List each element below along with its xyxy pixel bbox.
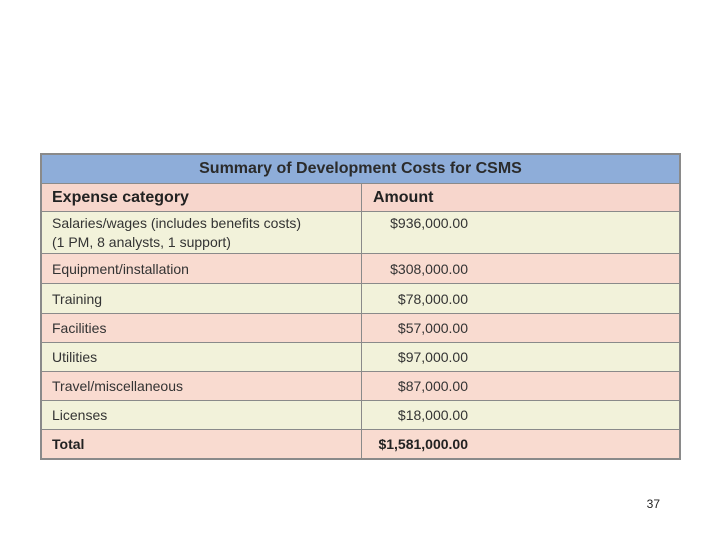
row-amount-value: $57,000.00 [397,320,468,336]
row-amount: $87,000.00 [361,371,680,401]
row-amount-value: $78,000.00 [397,290,468,307]
table-row: Facilities $57,000.00 [41,313,680,343]
header-amount: Amount [361,183,680,212]
row-amount-value: $87,000.00 [397,378,468,394]
row-amount: $308,000.00 [361,253,680,284]
row-amount-value: $97,000.00 [397,349,468,365]
row-amount: $936,000.00 [361,211,680,254]
total-row: Total $1,581,000.00 [41,429,680,459]
table-row: Training $78,000.00 [41,283,680,314]
header-expense-category: Expense category [41,183,362,212]
row-category: Travel/miscellaneous [41,371,362,401]
row-category: Training [41,283,362,314]
page-number: 37 [646,497,660,511]
row-category-line2: (1 PM, 8 analysts, 1 support) [52,233,231,250]
row-category: Salaries/wages (includes benefits costs)… [41,211,362,254]
table-row: Salaries/wages (includes benefits costs)… [41,211,680,254]
total-label: Total [41,429,362,459]
row-amount: $78,000.00 [361,283,680,314]
row-category: Facilities [41,313,362,343]
table-row: Travel/miscellaneous $87,000.00 [41,371,680,401]
table-header-row: Expense category Amount [41,183,680,212]
row-category: Equipment/installation [41,253,362,284]
table-row: Equipment/installation $308,000.00 [41,253,680,284]
total-amount: $1,581,000.00 [361,429,680,459]
row-amount-value: $308,000.00 [390,260,468,277]
row-amount: $57,000.00 [361,313,680,343]
row-amount: $97,000.00 [361,342,680,372]
row-amount: $18,000.00 [361,400,680,430]
table-row: Licenses $18,000.00 [41,400,680,430]
table-title-row: Summary of Development Costs for CSMS [41,154,680,184]
row-category: Licenses [41,400,362,430]
row-amount-value: $936,000.00 [390,215,468,231]
total-amount-value: $1,581,000.00 [378,436,468,452]
row-category-line1: Salaries/wages (includes benefits costs) [52,214,302,231]
cost-summary-table: Summary of Development Costs for CSMS Ex… [40,153,681,460]
row-category: Utilities [41,342,362,372]
row-amount-value: $18,000.00 [397,407,468,423]
table-title: Summary of Development Costs for CSMS [41,154,680,184]
table-row: Utilities $97,000.00 [41,342,680,372]
